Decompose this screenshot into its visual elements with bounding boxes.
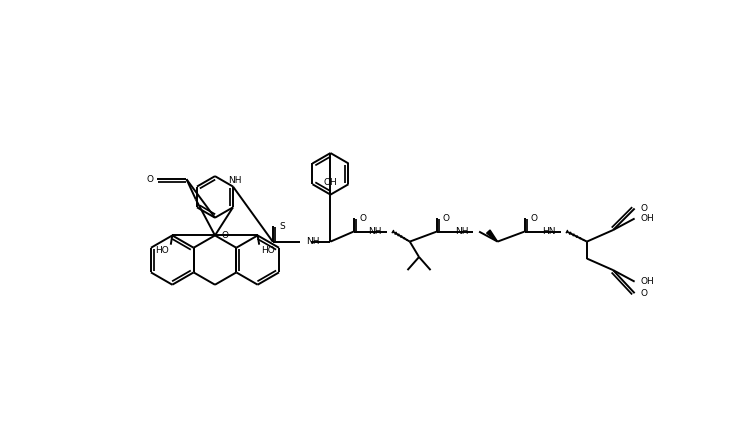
Text: NH: NH: [228, 176, 242, 185]
Text: OH: OH: [640, 214, 655, 223]
Text: O: O: [360, 214, 367, 223]
Text: HN: HN: [542, 227, 556, 236]
Text: NH: NH: [368, 227, 382, 236]
Text: HO: HO: [154, 246, 169, 255]
Text: HO: HO: [262, 246, 275, 255]
Text: O: O: [640, 289, 648, 298]
Text: S: S: [279, 222, 285, 231]
Text: NH: NH: [307, 237, 320, 246]
Text: NH: NH: [454, 227, 468, 236]
Text: O: O: [146, 175, 153, 184]
Polygon shape: [487, 230, 497, 242]
Text: O: O: [640, 204, 648, 213]
Text: O: O: [531, 214, 538, 223]
Text: OH: OH: [640, 277, 655, 286]
Text: OH: OH: [323, 178, 338, 187]
Text: O: O: [443, 214, 450, 223]
Text: O: O: [221, 231, 228, 240]
